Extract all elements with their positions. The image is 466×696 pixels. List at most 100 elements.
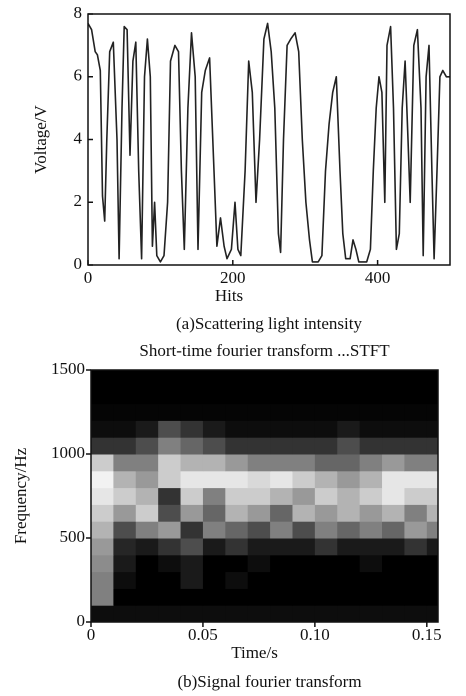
heat-cell: [113, 437, 137, 455]
heat-cell: [202, 470, 226, 489]
heat-cell: [314, 370, 338, 388]
data-line: [87, 22, 450, 263]
heat-cell: [359, 470, 383, 489]
heat-cell: [426, 403, 439, 421]
heat-cell: [247, 454, 271, 472]
heat-cell: [359, 605, 383, 623]
heat-cell: [202, 386, 226, 405]
heat-cell: [180, 504, 204, 522]
heat-cell: [270, 386, 293, 405]
heat-cell: [180, 403, 204, 421]
heat-cell: [359, 370, 383, 388]
heat-cell: [91, 420, 114, 438]
caption: (b)Signal fourier transform: [177, 672, 361, 691]
heat-cell: [135, 538, 159, 556]
heat-cell: [158, 588, 182, 606]
heat-cell: [247, 588, 271, 606]
heat-cell: [426, 386, 439, 405]
x-tick-label: 0.15: [412, 625, 442, 644]
y-tick-label: 2: [74, 191, 83, 210]
heat-cell: [337, 437, 361, 455]
heat-cell: [91, 504, 114, 522]
y-axis-label: Frequency/Hz: [11, 447, 30, 544]
heat-cell: [426, 538, 439, 556]
heat-cell: [180, 538, 204, 556]
heat-cell: [202, 521, 226, 539]
heat-cell: [382, 403, 405, 421]
heat-cell: [292, 521, 316, 539]
heat-cell: [158, 554, 182, 573]
heat-cell: [314, 487, 338, 505]
heat-cell: [91, 454, 114, 472]
heat-cell: [158, 386, 182, 405]
heat-cell: [292, 487, 316, 505]
heat-cell: [426, 487, 439, 505]
heat-cell: [202, 538, 226, 556]
heat-cell: [337, 386, 361, 405]
heat-cell: [426, 420, 439, 438]
heat-cell: [225, 487, 249, 505]
heat-cell: [270, 605, 293, 623]
heat-cell: [292, 571, 316, 589]
heat-cell: [337, 403, 361, 421]
heat-cell: [158, 437, 182, 455]
heat-cell: [91, 487, 114, 505]
heat-cell: [292, 370, 316, 388]
heat-cell: [270, 571, 293, 589]
heat-cell: [202, 437, 226, 455]
heat-cell: [180, 420, 204, 438]
heat-cell: [202, 504, 226, 522]
heat-cell: [247, 470, 271, 489]
heat-cell: [202, 454, 226, 472]
heat-cell: [359, 386, 383, 405]
heat-cell: [337, 571, 361, 589]
heat-cell: [270, 370, 293, 388]
heat-cell: [225, 420, 249, 438]
heat-cell: [91, 403, 114, 421]
x-tick-label: 0.10: [300, 625, 330, 644]
heat-cell: [180, 605, 204, 623]
heat-cell: [91, 470, 114, 489]
heat-cell: [382, 420, 405, 438]
heat-cell: [247, 521, 271, 539]
heat-cell: [225, 538, 249, 556]
heat-cell: [404, 554, 428, 573]
heat-cell: [202, 403, 226, 421]
heat-cell: [404, 454, 428, 472]
heat-cell: [158, 521, 182, 539]
heat-cell: [359, 420, 383, 438]
heat-cell: [404, 504, 428, 522]
heat-cell: [113, 470, 137, 489]
heat-cell: [158, 420, 182, 438]
heat-cell: [180, 521, 204, 539]
heat-cell: [404, 420, 428, 438]
heat-cell: [158, 605, 182, 623]
heat-cell: [292, 437, 316, 455]
heat-cell: [135, 504, 159, 522]
heat-cell: [426, 521, 439, 539]
heat-cell: [359, 437, 383, 455]
heat-cell: [247, 437, 271, 455]
heat-cell: [404, 487, 428, 505]
heat-cell: [202, 420, 226, 438]
heat-cell: [404, 386, 428, 405]
heat-cell: [113, 588, 137, 606]
x-axis-label: Time/s: [231, 643, 278, 662]
heat-cell: [314, 571, 338, 589]
heat-cell: [202, 571, 226, 589]
heat-cell: [91, 605, 114, 623]
heat-cell: [247, 571, 271, 589]
heat-cell: [314, 605, 338, 623]
heat-cell: [91, 571, 114, 589]
heat-cell: [426, 554, 439, 573]
heat-cell: [404, 588, 428, 606]
heat-cell: [135, 454, 159, 472]
heat-cell: [113, 403, 137, 421]
heat-cell: [426, 571, 439, 589]
heat-cell: [91, 538, 114, 556]
heat-cell: [135, 605, 159, 623]
heat-cell: [113, 370, 137, 388]
heat-cell: [113, 386, 137, 405]
heat-cell: [225, 370, 249, 388]
heat-cell: [359, 504, 383, 522]
